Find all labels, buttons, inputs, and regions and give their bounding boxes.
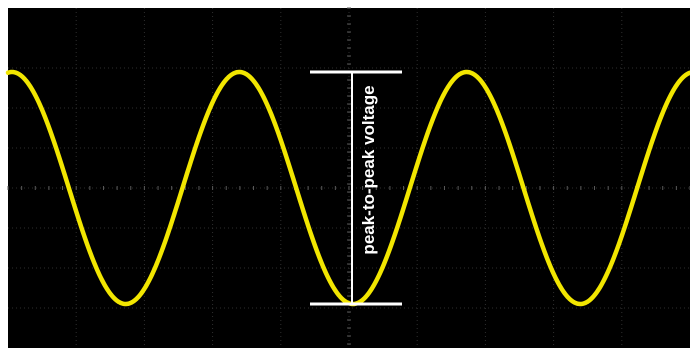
peak-to-peak-label: peak-to-peak voltage xyxy=(359,85,378,254)
graticule xyxy=(8,8,690,348)
center-axis-ticks xyxy=(7,7,690,345)
peak-to-peak-marker: peak-to-peak voltage xyxy=(310,70,402,306)
